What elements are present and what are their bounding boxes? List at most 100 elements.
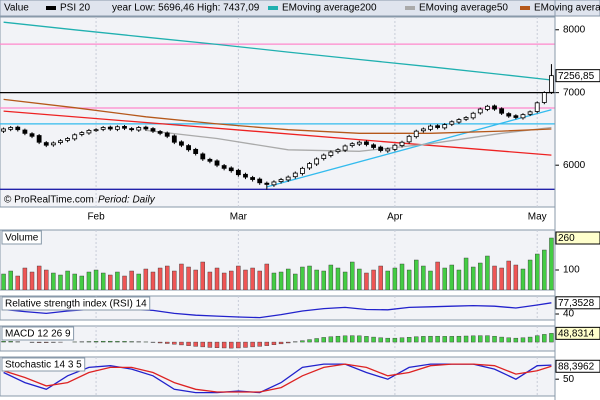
- bar: [15, 275, 20, 290]
- bar: [122, 341, 127, 343]
- bar: [229, 341, 234, 349]
- candle-body: [164, 132, 170, 137]
- bar: [371, 336, 376, 343]
- bar: [435, 335, 440, 343]
- bar: [165, 341, 170, 344]
- candle-body: [243, 173, 248, 178]
- bar: [399, 263, 405, 290]
- bar: [542, 334, 547, 343]
- bar: [378, 265, 383, 290]
- candle-body: [378, 146, 384, 151]
- candle-body: [499, 108, 505, 114]
- bar: [392, 337, 398, 343]
- subtitle: year Low: 5696,46 High: 7437,09: [112, 3, 260, 14]
- candle-body: [513, 115, 519, 118]
- bar: [165, 265, 170, 290]
- bar: [535, 335, 540, 343]
- candle-body: [58, 140, 63, 143]
- candle-body: [193, 148, 199, 154]
- candle-body: [506, 113, 512, 117]
- bar: [264, 263, 270, 290]
- bar: [314, 338, 319, 343]
- bar: [385, 337, 390, 343]
- bar: [243, 341, 248, 348]
- series-line: [145, 126, 552, 152]
- y-tick-label: 6000: [563, 160, 586, 171]
- legend-label: EMoving average50: [419, 3, 508, 14]
- panel-title: Stochastic 14 3 5: [5, 360, 82, 371]
- candle-body: [399, 141, 405, 146]
- candle-body: [385, 148, 391, 152]
- bar: [236, 265, 241, 290]
- candle-body: [356, 141, 362, 145]
- candle-body: [442, 124, 448, 129]
- bar: [278, 271, 284, 290]
- panel-title-box: [1, 326, 75, 341]
- bar: [115, 271, 120, 290]
- candle-body: [65, 138, 70, 141]
- last-value-label: 260: [558, 233, 575, 244]
- bar: [293, 273, 298, 290]
- panel-background: [0, 229, 556, 291]
- candle-body: [136, 127, 142, 131]
- bar: [285, 268, 291, 290]
- last-value-box: [555, 296, 600, 310]
- candle-body: [520, 114, 526, 119]
- bar: [542, 249, 547, 290]
- bar: [122, 275, 127, 290]
- bar: [449, 336, 455, 343]
- candle-body: [420, 128, 426, 132]
- bar: [79, 275, 85, 290]
- y-tick-label: 8000: [563, 24, 586, 35]
- bar: [193, 269, 198, 290]
- last-value-label: 77,3528: [558, 298, 595, 309]
- candle-body: [307, 163, 312, 169]
- bar: [108, 340, 113, 343]
- bar: [357, 268, 362, 290]
- candle-body: [534, 102, 540, 112]
- bar: [250, 341, 255, 348]
- candle-body: [428, 125, 433, 130]
- bar: [442, 267, 447, 290]
- bar: [172, 341, 177, 345]
- bar: [321, 270, 326, 290]
- bar: [520, 268, 526, 290]
- bar: [243, 269, 248, 290]
- bar: [271, 272, 277, 290]
- panel-title-box: [1, 357, 86, 372]
- bar: [172, 270, 177, 290]
- last-value-box: [555, 231, 600, 245]
- candle-body: [449, 121, 455, 125]
- candle-body: [470, 112, 476, 119]
- bar: [350, 261, 355, 290]
- bar: [357, 335, 362, 343]
- candle-body: [492, 105, 497, 110]
- bar: [492, 265, 497, 290]
- last-value-box: [555, 359, 600, 373]
- bar: [399, 337, 405, 343]
- bar: [485, 335, 490, 343]
- candle-body: [107, 126, 113, 130]
- panel-title: MACD 12 26 9: [5, 329, 71, 340]
- candle-body: [300, 167, 305, 174]
- bar: [385, 270, 390, 290]
- legend-swatch: [405, 6, 415, 10]
- bar: [115, 341, 120, 343]
- bar: [51, 272, 56, 290]
- legend-label: PSI 20: [60, 3, 90, 14]
- bar: [428, 335, 433, 343]
- series-line: [3, 110, 552, 156]
- bar: [200, 261, 205, 290]
- bar: [58, 274, 63, 290]
- bar: [428, 270, 433, 290]
- bar: [478, 335, 483, 343]
- bar: [527, 259, 533, 290]
- candle-body: [292, 172, 298, 178]
- bar: [129, 270, 134, 290]
- candle-body: [349, 143, 355, 146]
- bar: [257, 341, 262, 347]
- candle-body: [207, 158, 213, 162]
- candle-body: [43, 142, 49, 146]
- bar: [200, 341, 205, 348]
- bar: [179, 263, 184, 290]
